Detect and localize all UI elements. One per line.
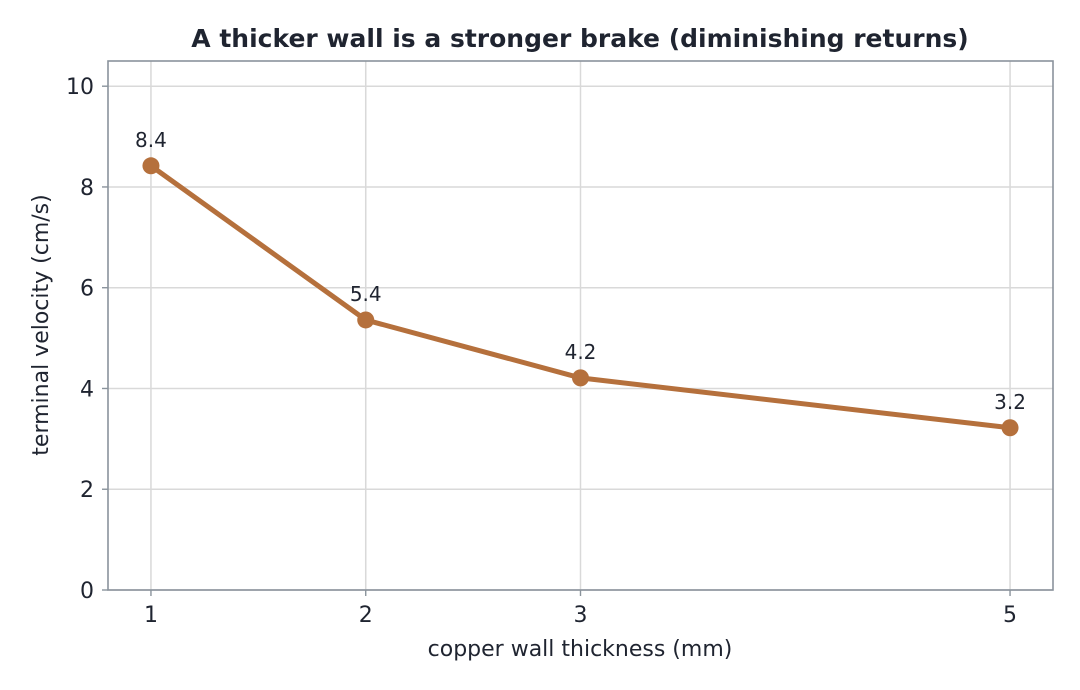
y-tick-label: 10	[66, 75, 94, 100]
y-tick-label: 2	[80, 478, 94, 503]
data-label: 4.2	[565, 340, 597, 364]
y-axis-label: terminal velocity (cm/s)	[29, 194, 54, 455]
x-axis-label: copper wall thickness (mm)	[428, 637, 733, 662]
x-tick-label: 5	[1003, 603, 1017, 628]
data-point	[572, 369, 589, 387]
y-tick-label: 0	[80, 579, 94, 604]
y-tick-label: 4	[80, 377, 94, 402]
data-labels: 8.4 5.4 4.2 3.2	[135, 128, 1026, 414]
x-tick-label: 1	[144, 603, 158, 628]
series-line	[148, 163, 1013, 431]
data-label: 5.4	[350, 282, 382, 306]
series-layer	[142, 157, 1019, 437]
x-tick-label: 2	[359, 603, 373, 628]
data-label: 8.4	[135, 128, 167, 152]
data-point	[357, 311, 375, 329]
y-tick-label: 8	[80, 176, 94, 201]
data-point	[1001, 419, 1019, 437]
grid	[108, 61, 1053, 591]
axis-ticks: 1 2 3 5 0 2 4 6 8 10	[66, 75, 1017, 628]
data-label: 3.2	[994, 390, 1026, 414]
x-tick-label: 3	[574, 603, 588, 628]
chart-title: A thicker wall is a stronger brake (dimi…	[191, 24, 968, 53]
y-tick-label: 6	[80, 277, 94, 302]
data-point	[142, 157, 160, 175]
